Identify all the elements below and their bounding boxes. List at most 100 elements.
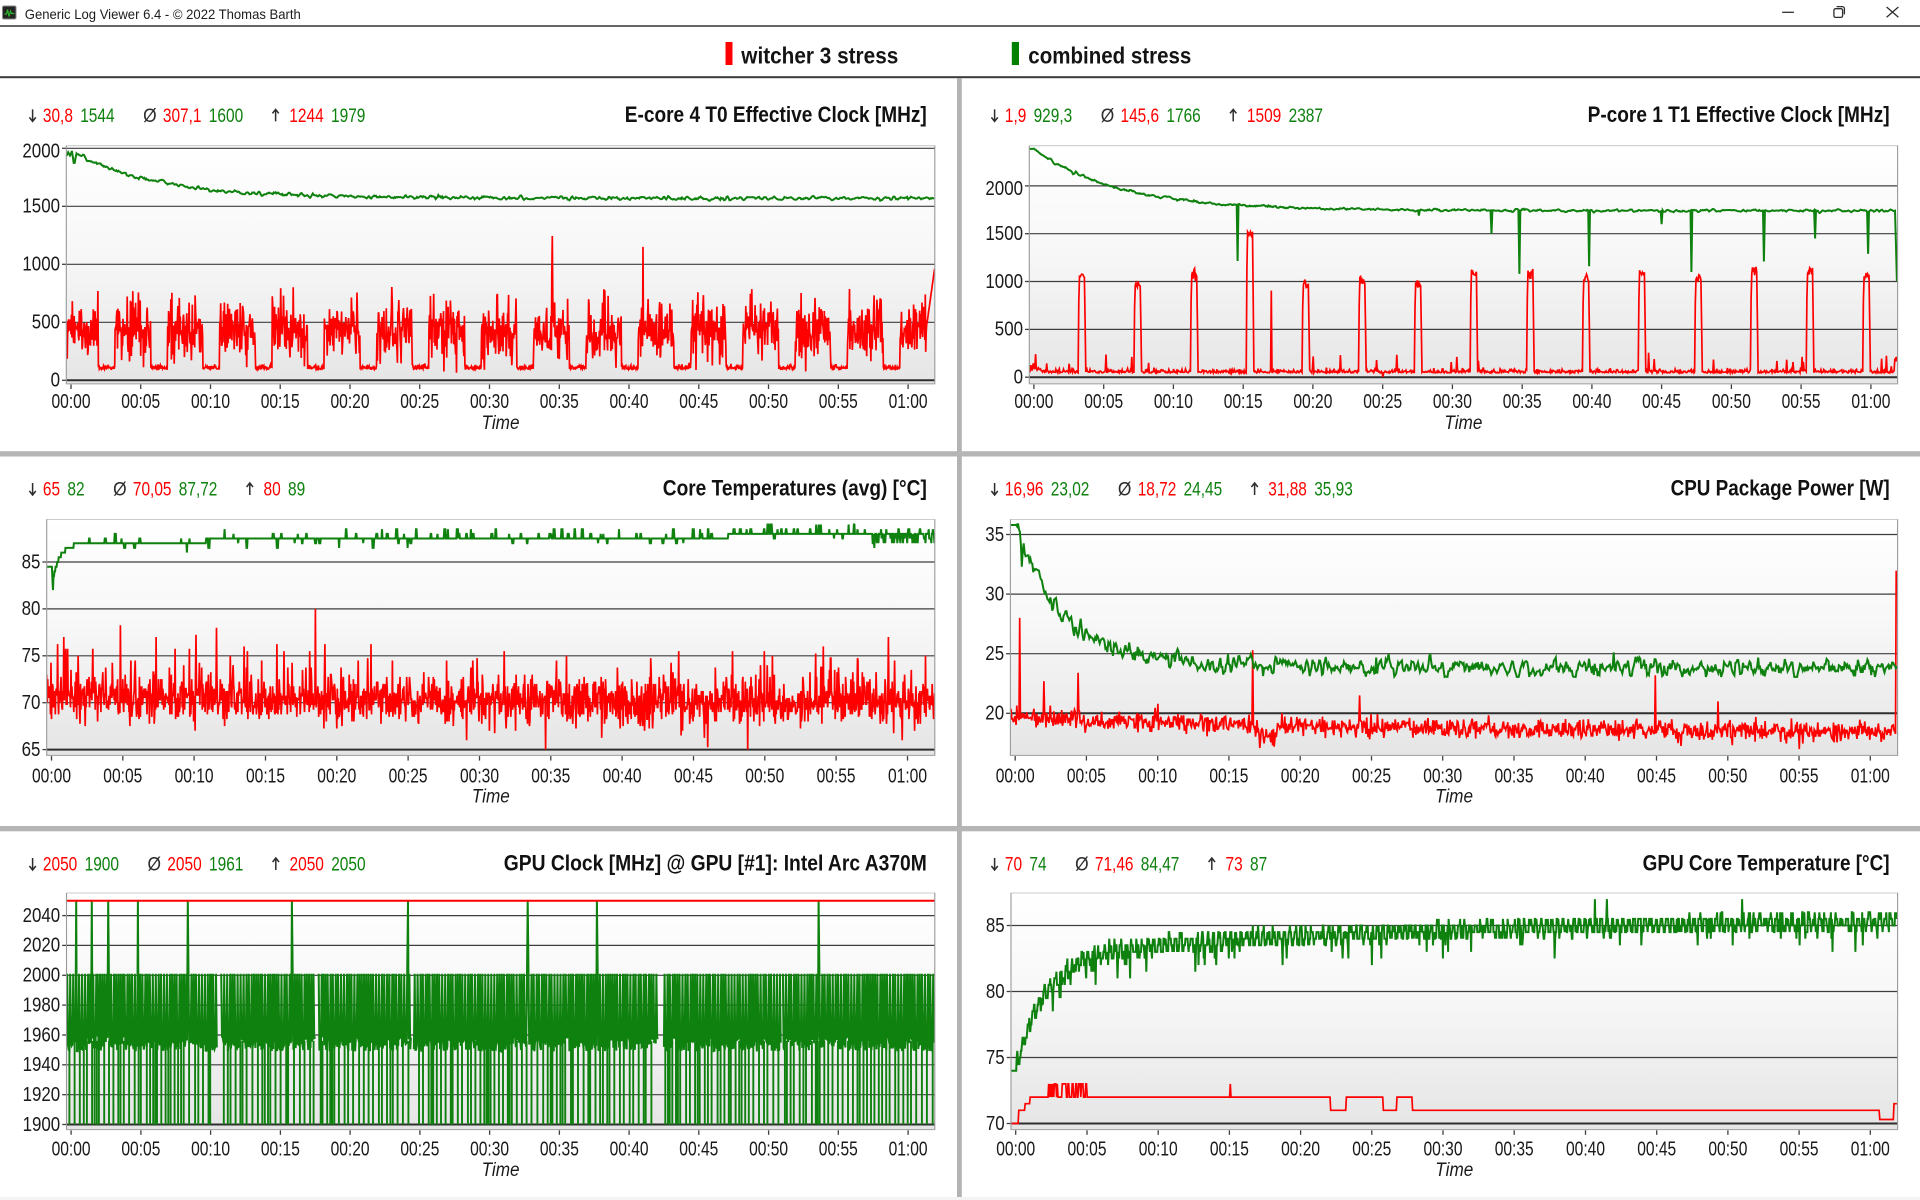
svg-text:00:15: 00:15 xyxy=(261,391,300,413)
svg-text:35,93: 35,93 xyxy=(1314,479,1353,501)
svg-text:00:20: 00:20 xyxy=(331,391,370,413)
svg-text:Time: Time xyxy=(1435,1160,1473,1181)
svg-text:00:30: 00:30 xyxy=(1424,1138,1463,1160)
svg-text:00:00: 00:00 xyxy=(996,765,1035,787)
svg-text:00:40: 00:40 xyxy=(603,765,642,787)
svg-text:00:35: 00:35 xyxy=(540,1138,579,1160)
svg-text:GPU Clock [MHz] @ GPU [#1]: In: GPU Clock [MHz] @ GPU [#1]: Intel Arc A3… xyxy=(504,851,927,876)
svg-text:2000: 2000 xyxy=(22,140,60,162)
svg-text:1544: 1544 xyxy=(80,105,115,127)
svg-text:GPU Core Temperature [°C]: GPU Core Temperature [°C] xyxy=(1643,851,1890,876)
svg-text:00:45: 00:45 xyxy=(1637,1138,1676,1160)
svg-text:80: 80 xyxy=(986,981,1005,1003)
svg-text:1900: 1900 xyxy=(23,1114,61,1136)
svg-text:307,1: 307,1 xyxy=(163,105,202,127)
svg-text:00:00: 00:00 xyxy=(32,765,71,787)
svg-text:00:25: 00:25 xyxy=(389,765,428,787)
svg-text:87: 87 xyxy=(1250,854,1267,876)
svg-text:00:45: 00:45 xyxy=(1642,391,1681,413)
svg-text:00:50: 00:50 xyxy=(1708,1138,1747,1160)
svg-text:00:25: 00:25 xyxy=(400,1138,439,1160)
svg-text:74: 74 xyxy=(1029,854,1046,876)
svg-text:00:30: 00:30 xyxy=(1423,765,1462,787)
svg-text:01:00: 01:00 xyxy=(1851,1138,1890,1160)
svg-text:Time: Time xyxy=(482,1160,520,1181)
svg-text:00:40: 00:40 xyxy=(610,391,649,413)
svg-text:2000: 2000 xyxy=(985,178,1023,200)
svg-text:85: 85 xyxy=(22,551,41,573)
svg-text:00:15: 00:15 xyxy=(1224,391,1263,413)
svg-text:2050: 2050 xyxy=(290,854,325,876)
svg-text:87,72: 87,72 xyxy=(179,479,218,501)
svg-text:24,45: 24,45 xyxy=(1184,479,1223,501)
svg-text:00:35: 00:35 xyxy=(1503,391,1542,413)
svg-text:1500: 1500 xyxy=(22,196,60,218)
svg-text:65: 65 xyxy=(22,739,41,761)
svg-text:Generic Log Viewer 6.4 - © 202: Generic Log Viewer 6.4 - © 2022 Thomas B… xyxy=(25,6,301,22)
svg-text:75: 75 xyxy=(986,1047,1005,1069)
svg-text:00:45: 00:45 xyxy=(674,765,713,787)
svg-text:30: 30 xyxy=(985,583,1004,605)
svg-text:1509: 1509 xyxy=(1247,105,1281,127)
svg-text:00:55: 00:55 xyxy=(819,1138,858,1160)
svg-text:Time: Time xyxy=(1444,413,1482,434)
svg-text:00:55: 00:55 xyxy=(1780,765,1819,787)
svg-text:31,88: 31,88 xyxy=(1268,479,1307,501)
svg-text:1900: 1900 xyxy=(85,854,120,876)
svg-text:00:25: 00:25 xyxy=(1352,765,1391,787)
svg-text:00:05: 00:05 xyxy=(103,765,142,787)
svg-text:0: 0 xyxy=(51,370,60,392)
svg-text:Ø: Ø xyxy=(1075,854,1089,876)
svg-text:00:10: 00:10 xyxy=(191,1138,230,1160)
svg-text:1979: 1979 xyxy=(331,105,365,127)
svg-text:00:25: 00:25 xyxy=(1363,391,1402,413)
svg-text:00:20: 00:20 xyxy=(1281,1138,1320,1160)
svg-text:2050: 2050 xyxy=(43,854,78,876)
svg-text:00:55: 00:55 xyxy=(819,391,858,413)
svg-text:00:05: 00:05 xyxy=(1067,765,1106,787)
svg-text:Time: Time xyxy=(472,787,510,808)
svg-text:01:00: 01:00 xyxy=(888,765,927,787)
svg-text:1000: 1000 xyxy=(22,254,60,276)
svg-text:00:05: 00:05 xyxy=(1068,1138,1107,1160)
svg-text:00:35: 00:35 xyxy=(1495,765,1534,787)
svg-text:00:50: 00:50 xyxy=(745,765,784,787)
svg-text:00:15: 00:15 xyxy=(261,1138,300,1160)
svg-text:1960: 1960 xyxy=(23,1024,61,1046)
svg-text:00:50: 00:50 xyxy=(749,391,788,413)
svg-text:P-core 1 T1 Effective Clock [M: P-core 1 T1 Effective Clock [MHz] xyxy=(1588,102,1890,127)
svg-text:00:45: 00:45 xyxy=(1637,765,1676,787)
svg-text:00:25: 00:25 xyxy=(1352,1138,1391,1160)
svg-text:1961: 1961 xyxy=(209,854,243,876)
svg-text:73: 73 xyxy=(1226,854,1243,876)
svg-text:00:55: 00:55 xyxy=(817,765,856,787)
svg-text:01:00: 01:00 xyxy=(1851,391,1890,413)
svg-text:00:45: 00:45 xyxy=(679,1138,718,1160)
svg-text:1000: 1000 xyxy=(985,271,1023,293)
svg-text:00:35: 00:35 xyxy=(540,391,579,413)
svg-text:E-core 4 T0 Effective Clock [M: E-core 4 T0 Effective Clock [MHz] xyxy=(625,102,927,127)
svg-text:1980: 1980 xyxy=(23,994,61,1016)
svg-text:00:00: 00:00 xyxy=(52,1138,91,1160)
svg-text:00:10: 00:10 xyxy=(175,765,214,787)
svg-text:2020: 2020 xyxy=(23,935,61,957)
svg-text:Core Temperatures (avg) [°C]: Core Temperatures (avg) [°C] xyxy=(663,476,927,501)
svg-text:75: 75 xyxy=(22,645,41,667)
svg-text:16,96: 16,96 xyxy=(1005,479,1044,501)
svg-text:145,6: 145,6 xyxy=(1121,105,1160,127)
svg-text:71,46: 71,46 xyxy=(1095,854,1134,876)
svg-text:1,9: 1,9 xyxy=(1005,105,1026,127)
svg-text:70: 70 xyxy=(986,1113,1005,1135)
svg-text:00:10: 00:10 xyxy=(191,391,230,413)
svg-text:00:00: 00:00 xyxy=(1014,391,1053,413)
svg-text:1920: 1920 xyxy=(23,1084,61,1106)
svg-text:Time: Time xyxy=(482,413,520,434)
svg-text:Ø: Ø xyxy=(148,854,162,876)
svg-text:00:35: 00:35 xyxy=(531,765,570,787)
svg-text:01:00: 01:00 xyxy=(1851,765,1890,787)
svg-text:80: 80 xyxy=(22,598,41,620)
svg-text:00:05: 00:05 xyxy=(121,391,160,413)
svg-text:00:20: 00:20 xyxy=(1293,391,1332,413)
svg-text:85: 85 xyxy=(986,915,1005,937)
svg-text:00:30: 00:30 xyxy=(460,765,499,787)
